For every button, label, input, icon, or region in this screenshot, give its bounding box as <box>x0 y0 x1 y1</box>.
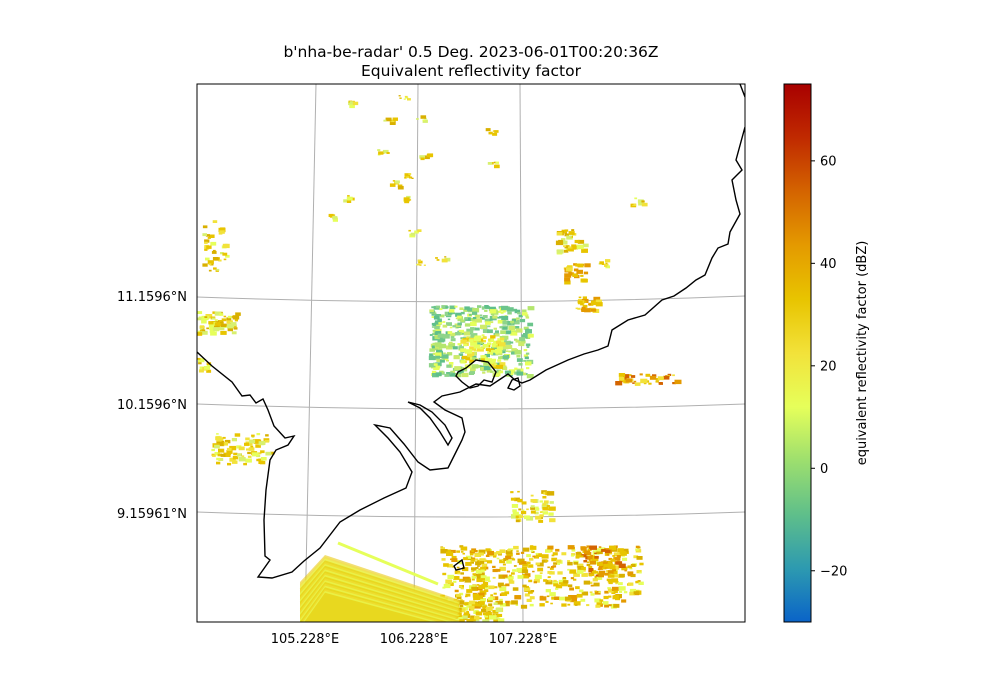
lat-label: 11.1596°N <box>117 290 187 305</box>
lon-label: 106.228°E <box>380 632 448 647</box>
colorbar-tick-label: −20 <box>820 564 847 579</box>
plot-title: b'nha-be-radar' 0.5 Deg. 2023-06-01T00:2… <box>283 43 659 61</box>
coastline <box>197 84 745 579</box>
lon-label: 105.228°E <box>271 632 339 647</box>
colorbar-tick-label: 0 <box>820 462 828 477</box>
lat-label: 10.1596°N <box>117 398 187 413</box>
colorbar: 60 40 20 0 −20 equivalent reflectivity facto… <box>783 83 870 623</box>
map-frame <box>196 83 746 623</box>
lat-label: 9.15961°N <box>117 507 187 522</box>
colorbar-tick-label: 40 <box>820 257 837 272</box>
colorbar-label: equivalent reflectivity factor (dBZ) <box>855 241 870 466</box>
colorbar-gradient <box>783 83 812 623</box>
plot-subtitle: Equivalent reflectivity factor <box>361 62 581 80</box>
colorbar-tick-label: 60 <box>820 154 837 169</box>
reflectivity-echoes <box>197 95 682 622</box>
lon-label: 107.228°E <box>489 632 557 647</box>
colorbar-tick-label: 20 <box>820 359 837 374</box>
